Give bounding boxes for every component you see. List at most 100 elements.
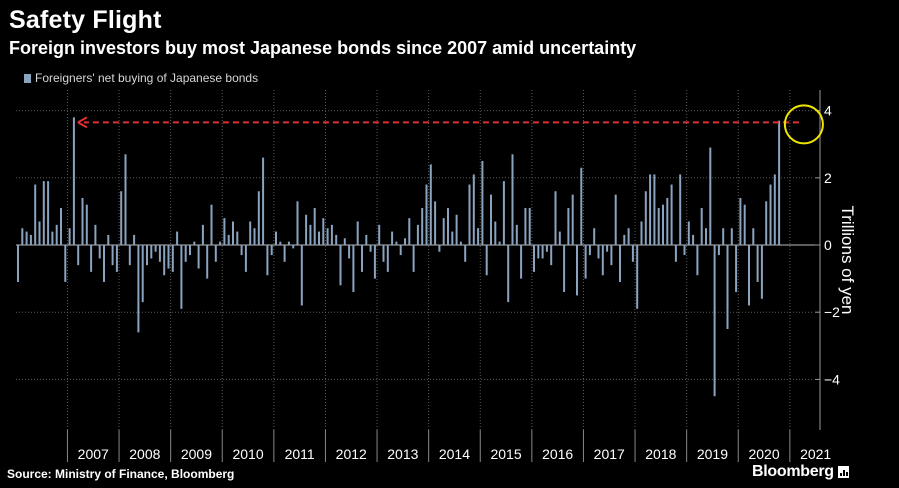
data-bar xyxy=(631,245,634,262)
data-bar xyxy=(640,221,643,245)
data-bar xyxy=(176,231,179,245)
x-tick-label: 2011 xyxy=(285,446,315,462)
y-tick-label: −4 xyxy=(824,371,840,387)
data-bar xyxy=(666,197,669,245)
data-bar xyxy=(563,245,566,293)
data-bar xyxy=(709,147,712,245)
data-bar xyxy=(81,197,84,245)
x-tick-label: 2018 xyxy=(645,446,676,462)
data-bar xyxy=(567,208,570,245)
data-bar xyxy=(369,245,372,252)
data-bar xyxy=(335,234,338,245)
source-note: Source: Ministry of Finance, Bloomberg xyxy=(7,467,235,481)
data-bar xyxy=(60,208,62,245)
data-bar xyxy=(163,245,166,276)
data-bar xyxy=(137,245,140,333)
data-bar xyxy=(167,245,170,269)
x-tick-label: 2013 xyxy=(387,446,418,462)
data-bar xyxy=(730,228,733,245)
data-bar xyxy=(128,245,131,266)
data-bar xyxy=(68,228,71,245)
data-bar xyxy=(257,191,260,245)
data-bar xyxy=(365,234,368,245)
y-axis-title: Trillions of yen xyxy=(838,206,857,315)
data-bar xyxy=(253,228,256,245)
data-bar xyxy=(773,174,776,245)
legend: Foreigners' net buying of Japanese bonds xyxy=(24,71,258,85)
data-bar xyxy=(318,231,320,245)
data-bar xyxy=(717,245,720,256)
data-bar xyxy=(778,120,781,245)
data-bar xyxy=(17,245,19,282)
data-bar xyxy=(348,245,351,259)
data-bar xyxy=(184,245,187,262)
bloomberg-logo: Bloomberg xyxy=(752,463,849,481)
data-bar xyxy=(447,208,449,245)
data-bar xyxy=(330,224,333,245)
data-bar xyxy=(133,234,136,245)
data-bar xyxy=(352,245,355,293)
data-bar xyxy=(404,238,406,245)
data-bar xyxy=(455,214,458,245)
data-bar xyxy=(735,245,738,293)
data-bar xyxy=(171,245,174,272)
data-bar xyxy=(249,221,252,245)
data-bar xyxy=(322,218,325,245)
data-bar xyxy=(705,228,707,245)
data-bar xyxy=(743,204,746,245)
data-bar xyxy=(232,221,234,245)
data-bar xyxy=(223,218,226,245)
data-bar xyxy=(601,245,604,276)
data-bar xyxy=(373,245,376,279)
x-tick-label: 2014 xyxy=(439,446,470,462)
data-bar xyxy=(326,228,329,245)
data-bar xyxy=(244,245,247,272)
data-bar xyxy=(214,245,217,262)
data-bar xyxy=(769,184,772,245)
data-bar xyxy=(524,208,527,245)
data-bar xyxy=(150,245,153,259)
data-bar xyxy=(687,221,690,245)
chart-subtitle: Foreign investors buy most Japanese bond… xyxy=(9,38,637,58)
x-tick-label: 2012 xyxy=(336,446,367,462)
data-bar xyxy=(627,228,630,245)
data-bar xyxy=(180,245,183,309)
data-bar xyxy=(623,234,626,245)
data-bar xyxy=(722,228,725,245)
data-bar xyxy=(305,214,308,245)
data-bar xyxy=(158,245,161,262)
data-bar xyxy=(537,245,540,259)
logo-text: Bloomberg xyxy=(752,463,834,480)
data-bar xyxy=(408,218,411,245)
data-bar xyxy=(657,208,660,245)
data-bar xyxy=(386,245,389,272)
data-bar xyxy=(146,245,148,266)
data-bar xyxy=(541,245,544,259)
data-bar xyxy=(485,245,488,276)
data-bar xyxy=(395,241,398,245)
x-tick-label: 2020 xyxy=(748,446,779,462)
data-bar xyxy=(597,245,600,259)
data-bar xyxy=(606,245,609,252)
data-bar xyxy=(55,224,58,245)
data-bar xyxy=(266,245,269,276)
data-bar xyxy=(662,204,664,245)
data-bar xyxy=(189,245,191,256)
data-bar xyxy=(610,245,613,266)
data-bar xyxy=(576,245,578,296)
data-bar xyxy=(550,245,553,266)
x-tick-label: 2016 xyxy=(542,446,573,462)
data-bar xyxy=(545,245,548,252)
data-bar xyxy=(429,164,432,245)
data-bar xyxy=(459,241,462,245)
data-bar xyxy=(558,231,561,245)
data-bar xyxy=(343,238,346,245)
data-bar xyxy=(94,224,97,245)
data-bar xyxy=(748,245,750,306)
data-bar xyxy=(219,241,222,245)
y-tick-label: −2 xyxy=(824,304,840,320)
data-bar xyxy=(533,245,535,272)
data-bar xyxy=(399,245,402,256)
data-bar xyxy=(511,154,514,245)
